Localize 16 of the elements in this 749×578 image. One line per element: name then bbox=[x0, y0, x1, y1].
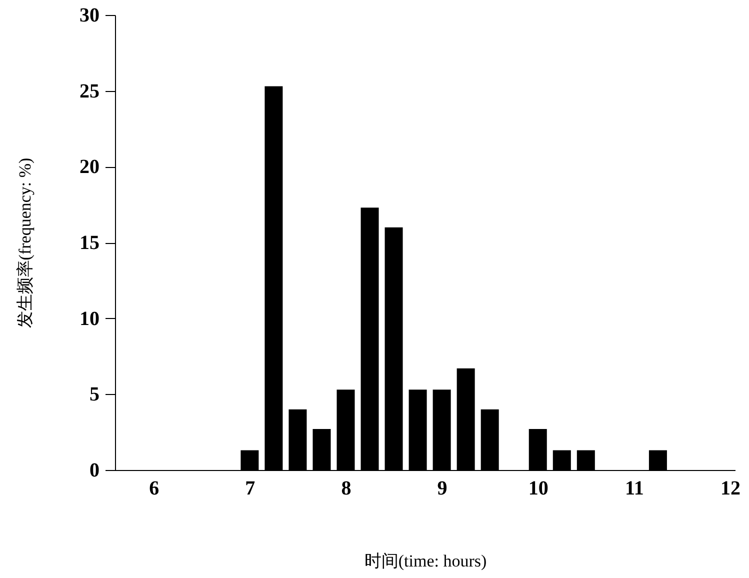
y-axis-title: 发生频率(frequency: %) bbox=[16, 158, 34, 328]
x-tick-label: 8 bbox=[341, 478, 352, 500]
x-axis-title: 时间(time: hours) bbox=[364, 552, 487, 570]
y-tick-label: 5 bbox=[90, 384, 100, 406]
y-tick-label: 30 bbox=[80, 4, 100, 26]
y-tick-label: 15 bbox=[80, 232, 100, 254]
y-tick-label: 0 bbox=[90, 460, 100, 482]
x-tick-label: 6 bbox=[149, 478, 160, 500]
y-tick-label: 10 bbox=[80, 308, 100, 330]
y-tick-label: 20 bbox=[80, 156, 100, 178]
y-tick-label: 25 bbox=[80, 80, 100, 102]
x-tick-label: 11 bbox=[624, 478, 644, 500]
x-tick-label: 10 bbox=[528, 478, 548, 500]
x-tick-label: 9 bbox=[437, 478, 448, 500]
x-tick-label: 7 bbox=[245, 478, 256, 500]
x-tick-label: 12 bbox=[720, 478, 740, 500]
